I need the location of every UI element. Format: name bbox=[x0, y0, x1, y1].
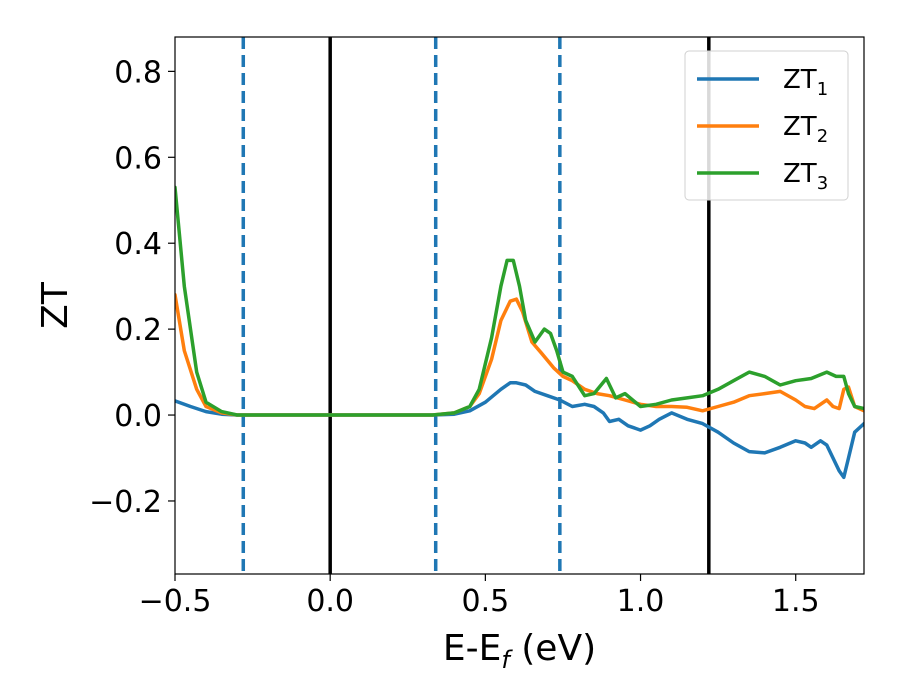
x-tick-label: 0.0 bbox=[306, 584, 354, 619]
legend-label-zt1: ZT1 bbox=[783, 65, 828, 100]
y-axis-label: ZT bbox=[35, 281, 76, 329]
x-tick-label: 1.5 bbox=[772, 584, 820, 619]
legend-box bbox=[684, 50, 849, 201]
x-tick-label: 1.0 bbox=[617, 584, 665, 619]
y-tick-label: −0.2 bbox=[89, 485, 162, 520]
plot-frame bbox=[174, 36, 865, 575]
y-tick-label: 0.4 bbox=[114, 227, 162, 262]
series-line-zt3 bbox=[175, 185, 864, 417]
y-tick-label: 0.0 bbox=[114, 399, 162, 434]
series-line-zt1 bbox=[175, 381, 864, 480]
x-tick-label: 0.5 bbox=[462, 584, 510, 619]
legend: ZT1 ZT2 ZT3 bbox=[684, 50, 849, 201]
x-tick-label: −0.5 bbox=[139, 584, 212, 619]
y-tick-label: 0.6 bbox=[114, 141, 162, 176]
y-tick-label: 0.8 bbox=[114, 55, 162, 90]
x-axis-label: E-Ef (eV) bbox=[443, 628, 596, 674]
legend-label-zt3: ZT3 bbox=[783, 159, 828, 194]
legend-label-zt2: ZT2 bbox=[783, 112, 828, 147]
y-tick-label: 0.2 bbox=[114, 313, 162, 348]
